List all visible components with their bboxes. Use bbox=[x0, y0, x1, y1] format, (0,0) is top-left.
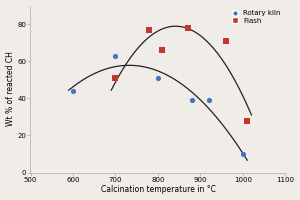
Point bbox=[190, 99, 194, 102]
Point bbox=[245, 119, 250, 122]
Point bbox=[147, 28, 152, 31]
Point bbox=[185, 26, 190, 29]
Legend: Rotary kiln, Flash: Rotary kiln, Flash bbox=[226, 9, 282, 25]
Point bbox=[207, 99, 212, 102]
Point bbox=[156, 76, 161, 79]
Y-axis label: Wt % of reacted CH: Wt % of reacted CH bbox=[6, 52, 15, 126]
Point bbox=[241, 152, 245, 156]
Point bbox=[224, 39, 228, 42]
Point bbox=[160, 48, 165, 52]
Point bbox=[113, 54, 118, 57]
Point bbox=[70, 89, 75, 92]
X-axis label: Calcination temperature in °C: Calcination temperature in °C bbox=[100, 185, 215, 194]
Point bbox=[113, 76, 118, 79]
